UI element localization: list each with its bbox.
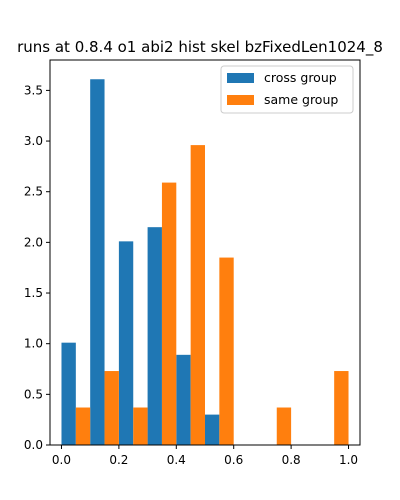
- bar-same-group-bin-7: [276, 407, 292, 445]
- y-tick-label: 2.0: [24, 235, 43, 249]
- y-tick-label: 1.5: [24, 286, 43, 300]
- y-tick-label: 0.0: [24, 438, 43, 452]
- x-tick-label: 0.0: [52, 453, 71, 467]
- y-tick-label: 1.0: [24, 337, 43, 351]
- bars-group: [61, 79, 349, 445]
- x-tick-label: 1.0: [339, 453, 358, 467]
- y-axis: 0.0 0.5 1.0 1.5 2.0 2.5 3.0 3.5: [24, 83, 50, 452]
- legend: cross group same group: [220, 65, 354, 114]
- bar-cross-group-bin-1: [90, 79, 105, 445]
- x-tick-label: 0.2: [109, 453, 128, 467]
- bar-cross-group-bin-5: [205, 414, 220, 445]
- x-tick-label: 0.6: [224, 453, 243, 467]
- x-axis: 0.0 0.2 0.4 0.6 0.8 1.0: [52, 445, 358, 467]
- y-tick-label: 3.5: [24, 83, 43, 97]
- bar-same-group-bin-5: [219, 257, 234, 445]
- x-tick-label: 0.4: [167, 453, 186, 467]
- bar-same-group-bin-1: [104, 371, 119, 445]
- bar-cross-group-bin-4: [176, 354, 191, 445]
- bar-same-group-bin-0: [75, 407, 91, 445]
- bar-cross-group-bin-2: [118, 241, 134, 445]
- plot-frame: [49, 59, 361, 446]
- y-tick-label: 0.5: [24, 387, 43, 401]
- legend-label-cross-group: cross group: [264, 70, 337, 85]
- y-tick-label: 2.5: [24, 185, 43, 199]
- bar-same-group-bin-3: [161, 182, 177, 445]
- x-tick-label: 0.8: [282, 453, 301, 467]
- bar-cross-group-bin-0: [61, 342, 76, 445]
- legend-label-same-group: same group: [264, 92, 338, 107]
- bar-cross-group-bin-3: [147, 227, 162, 445]
- y-tick-label: 3.0: [24, 134, 43, 148]
- legend-swatch-cross-group: [227, 73, 254, 83]
- bar-same-group-bin-9: [334, 371, 349, 445]
- legend-swatch-same-group: [227, 95, 254, 105]
- bar-same-group-bin-2: [133, 407, 148, 445]
- chart-title: runs at 0.8.4 o1 abi2 hist skel bzFixedL…: [17, 38, 383, 57]
- bar-same-group-bin-4: [190, 145, 205, 445]
